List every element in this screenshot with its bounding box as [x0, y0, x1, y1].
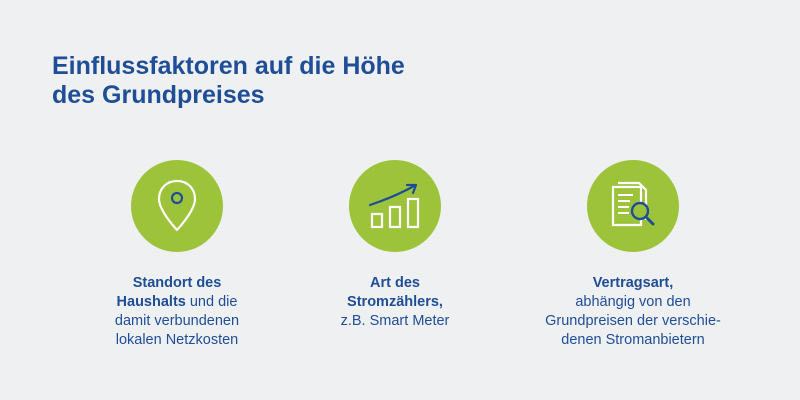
- factor-meter: Art des Stromzählers, z.B. Smart Meter: [280, 160, 510, 331]
- factor-meter-bold-2: Stromzählers,: [347, 294, 443, 310]
- factor-location-text-2: und die: [185, 294, 238, 310]
- factor-meter-bold-1: Art des: [370, 275, 420, 291]
- meter-icon-circle: [349, 160, 441, 252]
- factor-contract: Vertragsart, abhängig von den Grundpreis…: [518, 160, 748, 350]
- factor-location-caption: Standort des Haushalts und die damit ver…: [62, 274, 292, 350]
- document-search-icon: [611, 181, 655, 227]
- factor-contract-bold-1: Vertragsart,: [592, 275, 674, 291]
- factor-meter-text-3: z.B. Smart Meter: [340, 313, 450, 329]
- factor-location-text-3: damit verbundenen: [114, 313, 240, 329]
- factor-location-text-4: lokalen Netzkosten: [115, 332, 239, 348]
- bar-chart-trend-icon: [368, 183, 420, 229]
- page-title: Einflussfaktoren auf die Höhe des Grundp…: [52, 52, 405, 110]
- factor-location: Standort des Haushalts und die damit ver…: [62, 160, 292, 350]
- title-line-2: des Grundpreises: [52, 81, 265, 109]
- factor-contract-text-3: Grundpreisen der verschie-: [545, 313, 721, 329]
- contract-icon-circle: [587, 160, 679, 252]
- factor-meter-caption: Art des Stromzählers, z.B. Smart Meter: [280, 274, 510, 331]
- factor-contract-caption: Vertragsart, abhängig von den Grundpreis…: [518, 274, 748, 350]
- factor-contract-text-2: abhängig von den: [575, 294, 691, 310]
- factor-location-bold-1: Standort des: [132, 275, 222, 291]
- location-icon-circle: [131, 160, 223, 252]
- location-pin-icon: [157, 179, 197, 232]
- factor-location-bold-2: Haushalts: [116, 294, 186, 310]
- title-line-1: Einflussfaktoren auf die Höhe: [52, 52, 405, 80]
- factor-contract-text-4: denen Stromanbietern: [561, 332, 705, 348]
